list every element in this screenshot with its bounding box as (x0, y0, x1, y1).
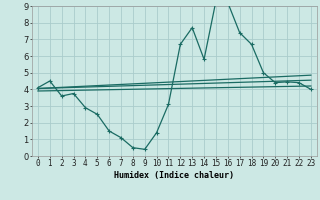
X-axis label: Humidex (Indice chaleur): Humidex (Indice chaleur) (115, 171, 234, 180)
